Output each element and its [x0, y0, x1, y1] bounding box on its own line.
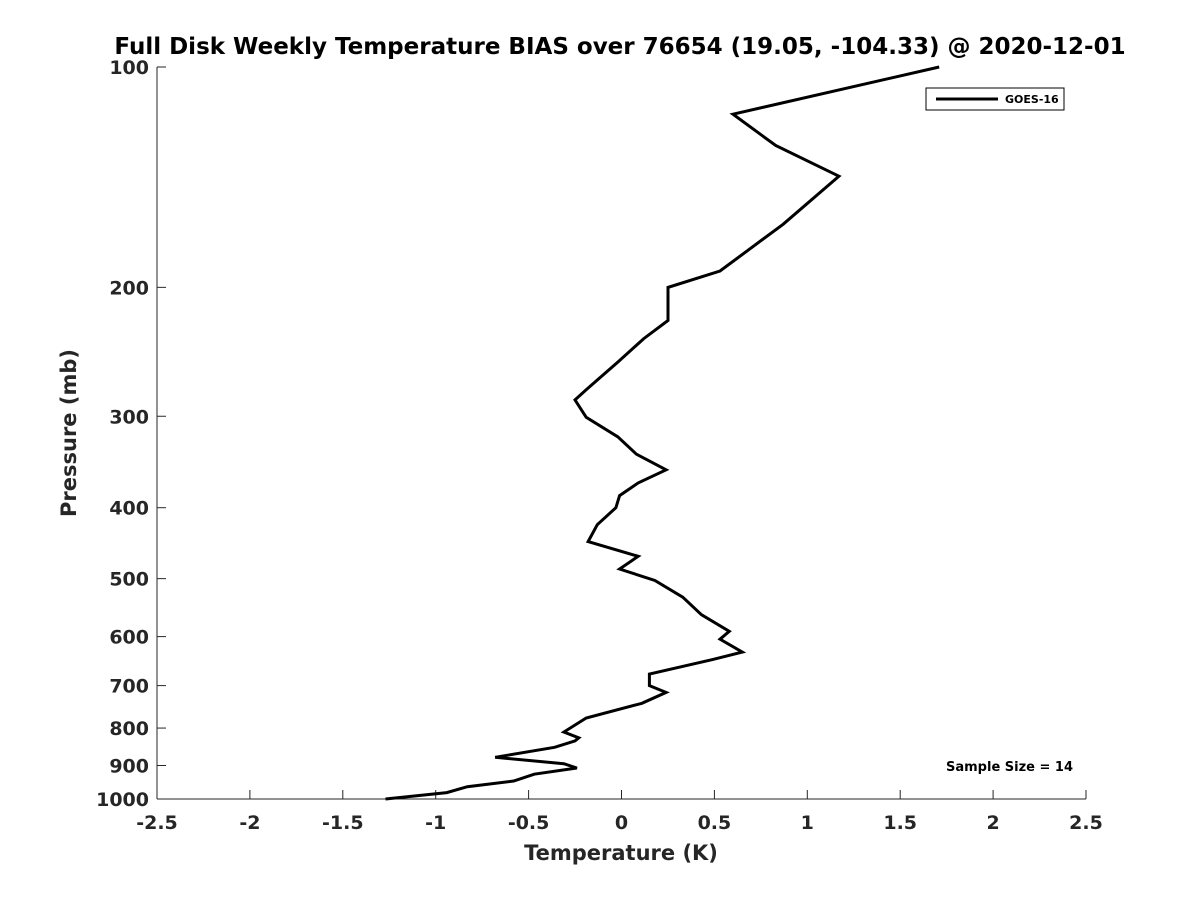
legend: GOES-16	[925, 87, 1065, 111]
series-line-goes-16	[385, 65, 940, 801]
x-tick-label: 2.5	[1069, 812, 1103, 834]
x-tick-label: -2	[239, 812, 260, 834]
x-tick-label: -1	[425, 812, 446, 834]
y-tick-label: 400	[109, 498, 149, 520]
plot-area	[157, 67, 1086, 799]
series-group	[385, 65, 940, 801]
y-tick-label: 900	[109, 756, 149, 778]
x-tick-label: -2.5	[136, 812, 178, 834]
chart-title: Full Disk Weekly Temperature BIAS over 7…	[114, 34, 1125, 60]
x-axis-label: Temperature (K)	[524, 841, 718, 865]
y-tick-label: 600	[109, 627, 149, 649]
y-tick-label: 100	[109, 57, 149, 79]
x-tick-label: 2	[986, 812, 999, 834]
y-tick-label: 300	[109, 406, 149, 428]
x-axis: -2.5 -2 -1.5 -1 -0.5 0 0.5 1 1.5 2 2.5	[136, 790, 1103, 834]
sample-size-annotation: Sample Size = 14	[946, 760, 1073, 775]
x-tick-label: -1.5	[322, 812, 364, 834]
legend-label-goes-16: GOES-16	[1005, 93, 1059, 106]
y-tick-label: 200	[109, 277, 149, 299]
x-tick-label: 1	[801, 812, 814, 834]
x-tick-label: 1.5	[883, 812, 917, 834]
y-tick-label: 1000	[96, 789, 149, 811]
y-axis-label: Pressure (mb)	[57, 349, 81, 517]
x-tick-label: 0.5	[698, 812, 732, 834]
x-tick-label: -0.5	[508, 812, 550, 834]
y-tick-label: 500	[109, 569, 149, 591]
y-axis: 100 200 300 400 500 600 700 800 900 1000	[96, 57, 166, 811]
y-tick-label: 800	[109, 718, 149, 740]
y-tick-label: 700	[109, 676, 149, 698]
x-tick-label: 0	[615, 812, 628, 834]
